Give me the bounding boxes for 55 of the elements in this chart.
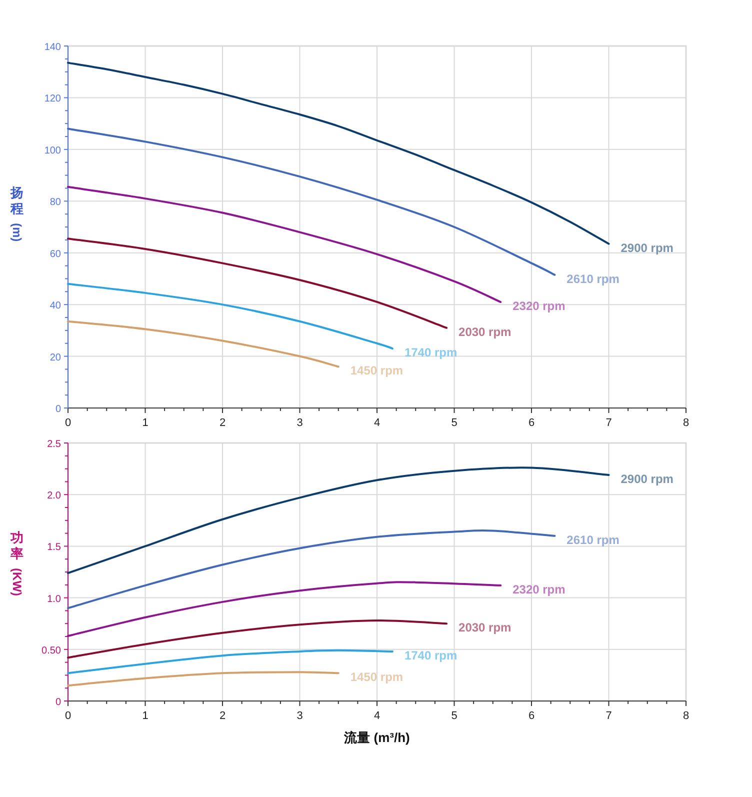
y-tick-label: 60 [50,248,62,260]
series-label: 2320 rpm [512,298,566,313]
y-axis-title: 功率(KW) [10,530,24,596]
series-label: 2320 rpm [512,582,566,596]
y-tick-label: 20 [50,352,62,364]
line-series [67,62,610,245]
x-tick-label: 2 [219,710,226,722]
line-series [67,282,394,350]
series-label: 2030 rpm [458,324,512,339]
series-label: 1740 rpm [404,648,458,662]
y-tick-label: 40 [50,300,62,312]
x-tick-label: 2 [219,417,226,429]
series-label: 1450 rpm [350,364,404,378]
line-series [67,186,502,303]
x-tick-label: 8 [682,417,690,429]
line-series [67,649,394,674]
x-tick-label: 7 [606,417,612,429]
x-tick-label: 0 [64,417,72,429]
series-label: 2610 rpm [566,272,620,286]
series-label: 2610 rpm [566,532,620,547]
series-label: 2900 rpm [620,240,674,255]
x-tick-label: 4 [374,417,380,429]
x-tick-label: 6 [528,710,535,722]
y-axis-title: 扬程(m) [10,185,24,242]
y-tick-label: 140 [44,42,62,53]
series-label: 1740 rpm [404,346,458,360]
x-tick-label: 7 [606,710,612,722]
y-tick-label: 120 [44,94,62,105]
series-label: 2030 rpm [458,620,512,635]
x-tick-label: 8 [682,710,690,722]
y-tick-label: 0.50 [42,645,62,656]
x-tick-label: 4 [374,710,380,722]
y-tick-label: 1.0 [47,594,62,605]
y-tick-label: 0 [55,697,62,708]
x-tick-label: 6 [528,417,535,429]
x-tick-label: 3 [296,417,303,429]
x-tick-label: 5 [451,417,458,429]
line-series [67,238,448,329]
series-label: 2900 rpm [620,472,674,486]
x-tick-label: 3 [296,710,303,722]
x-tick-label: 0 [64,710,72,722]
y-tick-label: 2.0 [47,490,62,502]
line-series [67,320,340,368]
x-tick-label: 1 [142,710,148,722]
series-label: 1450 rpm [350,670,404,684]
line-series [67,671,340,687]
y-tick-label: 100 [44,145,62,156]
x-tick-label: 1 [142,417,148,429]
y-tick-label: 2.5 [47,439,62,450]
x-tick-label: 5 [451,710,458,722]
x-axis-title: 流量 (m³/h) [343,730,410,745]
y-tick-label: 80 [50,197,62,208]
line-series [67,128,556,276]
y-tick-label: 1.5 [47,542,62,554]
y-tick-label: 0 [55,404,62,415]
